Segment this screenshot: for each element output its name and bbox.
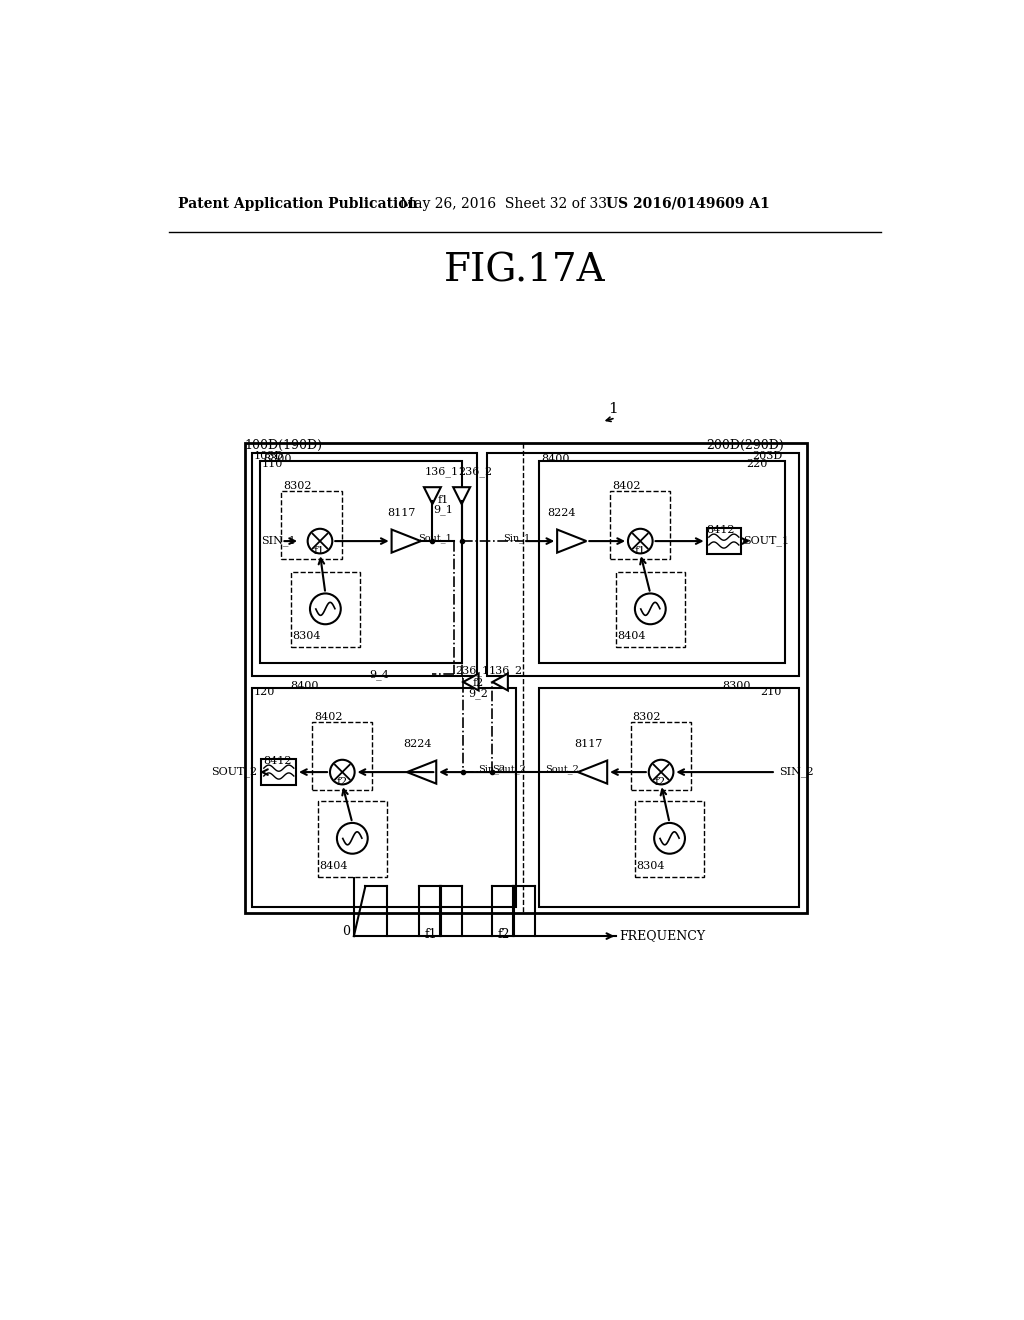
Text: 100D(190D): 100D(190D) [245,440,323,453]
Text: 136_1: 136_1 [425,466,459,477]
Text: Sout_2: Sout_2 [545,764,579,774]
Text: 8117: 8117 [574,739,602,748]
Polygon shape [391,529,421,553]
Text: 8400: 8400 [542,454,570,465]
Text: 8304: 8304 [637,861,665,871]
Bar [312,722,373,789]
Bar [317,801,387,876]
Text: 236_2: 236_2 [458,466,492,477]
Text: 9_2: 9_2 [468,688,487,700]
Text: SIN_2: SIN_2 [779,767,813,777]
Text: 8224: 8224 [547,508,575,517]
Bar [707,528,741,554]
Bar [635,801,705,876]
Text: 103D: 103D [254,451,284,461]
Polygon shape [407,760,436,784]
Text: 8300: 8300 [263,454,292,465]
Polygon shape [463,673,478,690]
Text: FIG.17A: FIG.17A [444,252,605,289]
Bar [615,572,685,647]
Polygon shape [454,487,470,504]
Text: 203D: 203D [753,451,783,461]
Circle shape [330,760,354,784]
Circle shape [649,760,674,784]
Bar [282,491,342,558]
Text: 8117: 8117 [388,508,416,517]
Text: f2: f2 [498,928,510,941]
Text: f2: f2 [655,777,667,788]
Text: 8304: 8304 [292,631,321,642]
Text: 8412: 8412 [263,756,292,766]
Text: May 26, 2016  Sheet 32 of 33: May 26, 2016 Sheet 32 of 33 [400,197,607,211]
Text: f1: f1 [437,495,449,506]
Text: 1: 1 [608,403,617,416]
Text: f1: f1 [634,546,645,557]
Text: 9_1: 9_1 [433,504,453,515]
Circle shape [635,594,666,624]
Bar [252,688,515,907]
Bar [245,444,807,913]
Circle shape [337,822,368,854]
Polygon shape [493,673,508,690]
Text: SIN_1: SIN_1 [261,536,296,546]
Polygon shape [557,529,587,553]
Bar [291,572,360,647]
Text: Sin_1: Sin_1 [503,533,530,543]
Polygon shape [578,760,607,784]
Text: 9_4: 9_4 [370,669,389,680]
Text: 8302: 8302 [283,480,311,491]
Bar [252,453,477,676]
Text: 8224: 8224 [403,739,432,748]
Text: FREQUENCY: FREQUENCY [620,929,706,942]
Text: f1: f1 [425,928,437,941]
Circle shape [310,594,341,624]
Text: 8300: 8300 [722,681,751,692]
Text: f2: f2 [336,777,347,788]
Text: SOUT_1: SOUT_1 [743,536,790,546]
Text: 120: 120 [254,686,275,697]
Text: 8402: 8402 [313,711,342,722]
Text: 210: 210 [761,686,781,697]
Text: 200D(290D): 200D(290D) [707,440,784,453]
Text: 220: 220 [746,459,768,470]
Text: 0: 0 [342,925,350,939]
Circle shape [307,529,333,553]
Circle shape [654,822,685,854]
Text: SOUT_2: SOUT_2 [212,767,258,777]
Text: 136_2: 136_2 [488,665,522,676]
Bar [539,461,785,663]
Text: Sout_1: Sout_1 [419,533,453,543]
Text: 8400: 8400 [291,681,319,692]
Text: f1: f1 [313,546,325,557]
Bar [487,453,799,676]
Text: 8412: 8412 [707,525,735,535]
Text: 8402: 8402 [611,480,640,491]
Bar [261,759,296,785]
Text: US 2016/0149609 A1: US 2016/0149609 A1 [606,197,770,211]
Bar [631,722,691,789]
Circle shape [628,529,652,553]
Text: Sin_2: Sin_2 [478,764,506,774]
Text: Patent Application Publication: Patent Application Publication [178,197,418,211]
Bar [260,461,462,663]
Polygon shape [424,487,441,504]
Text: 110: 110 [261,459,283,470]
Bar [610,491,671,558]
Bar [539,688,799,907]
Text: 236_1: 236_1 [456,665,489,676]
Text: 8404: 8404 [319,861,348,871]
Text: 8404: 8404 [617,631,646,642]
Text: f2: f2 [472,678,483,688]
Text: 8302: 8302 [633,711,662,722]
Text: Sout_2: Sout_2 [493,764,526,774]
